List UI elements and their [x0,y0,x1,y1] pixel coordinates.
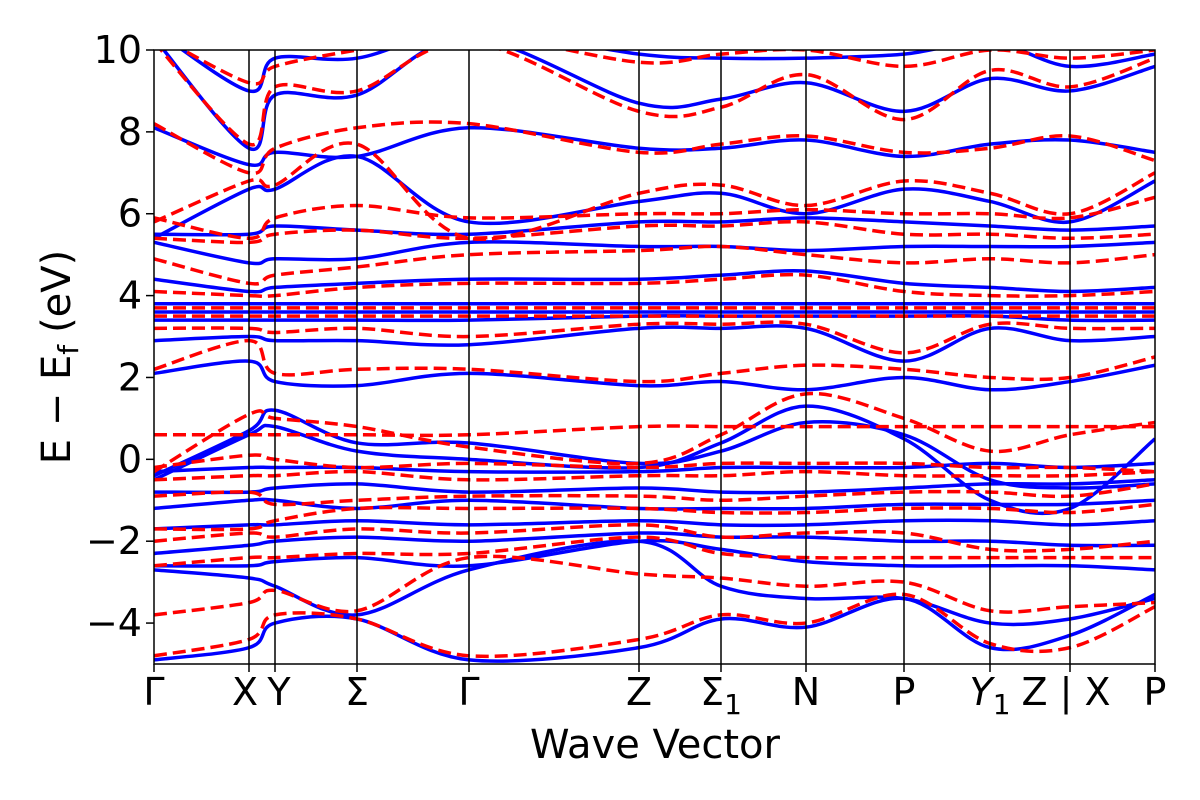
y-axis-label-unit: (eV) [34,250,80,333]
kpoint-label: Σ1 [700,670,742,721]
kpoint-label: Γ [143,670,164,714]
kpoint-label: P [1144,670,1167,714]
y-tick-label: 6 [118,192,142,236]
kpoint-label: Σ [345,670,369,714]
kpoint-label: X [232,670,258,714]
y-tick-label: −2 [86,519,142,563]
x-axis-kpoint-labels: Γ X Y Σ Γ Z Σ1 N P Y1 Z | X P [143,664,1166,721]
y-axis-label: E − Ef (eV) [34,250,85,465]
kpoint-label: P [893,670,916,714]
kpoint-label: Z | X [1021,670,1110,715]
kpoint-label: Y1 [969,670,1010,721]
band-line-dashed [158,50,1155,147]
y-tick-label: 0 [118,437,142,481]
plot-frame [153,49,1156,665]
band-line-solid [179,50,1155,93]
y-axis-label-main: E − E [34,355,80,465]
x-axis-label: Wave Vector [530,722,781,768]
y-tick-label: 8 [118,110,142,154]
high-symmetry-lines [248,50,1071,664]
kpoint-label: Z [626,670,652,714]
kpoint-label: N [792,670,820,714]
kpoint-label: Γ [458,670,479,714]
kpoint-label: Y [266,670,291,714]
y-tick-label: 10 [94,28,142,72]
y-tick-label: 2 [118,355,142,399]
y-axis-label-sub: f [52,344,85,355]
y-tick-label: 4 [118,274,142,318]
y-axis-ticks: −4 −2 0 2 4 6 8 10 [86,28,154,645]
y-tick-label: −4 [86,601,142,645]
